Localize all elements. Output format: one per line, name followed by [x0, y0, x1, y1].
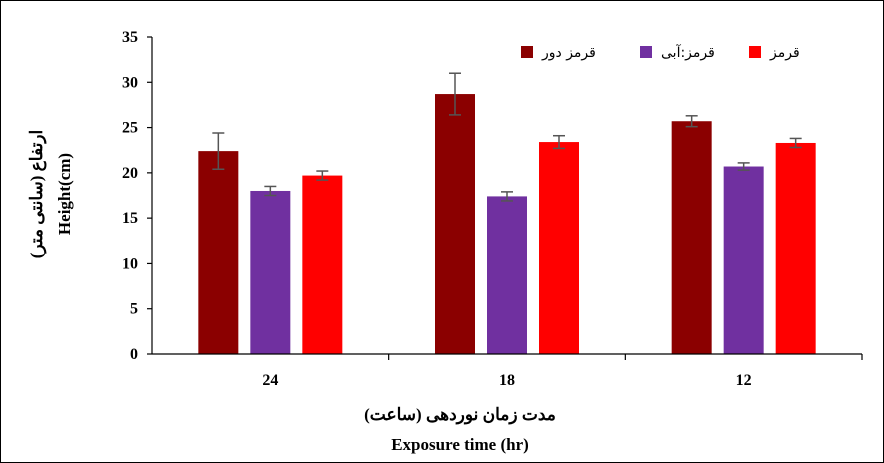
- legend-swatch: [640, 46, 652, 58]
- legend-label: قرمز:آبی: [661, 44, 715, 61]
- x-axis-ticks: 24 18 12: [262, 354, 863, 389]
- legend-swatch: [521, 46, 533, 58]
- y-tick-label: 0: [130, 346, 138, 363]
- x-tick-label: 24: [262, 372, 278, 389]
- bar: [671, 121, 712, 354]
- bar: [723, 166, 764, 354]
- y-tick-label: 10: [122, 255, 138, 272]
- x-axis-title-en: Exposure time (hr): [391, 435, 529, 454]
- axes: [151, 37, 862, 355]
- bar: [302, 175, 343, 354]
- y-tick-label: 35: [122, 29, 138, 46]
- bar: [435, 94, 475, 354]
- bar: [198, 151, 239, 354]
- y-tick-label: 15: [122, 210, 138, 227]
- y-tick-label: 20: [122, 165, 138, 182]
- legend-swatch: [749, 46, 761, 58]
- x-axis-title-fa: مدت زمان نوردهی (ساعت): [364, 405, 556, 425]
- x-tick-label: 12: [736, 372, 752, 389]
- legend: قرمز دور قرمز:آبی قرمز: [521, 44, 800, 61]
- y-tick-label: 30: [122, 74, 138, 91]
- y-tick-label: 5: [130, 301, 138, 318]
- x-tick-label: 18: [499, 372, 515, 389]
- y-axis-ticks: 0 5 10 15 20 25 30 35: [122, 29, 152, 363]
- y-axis-title-fa: ارتفاع (سانتی متر): [27, 130, 47, 258]
- bar: [539, 142, 579, 354]
- bar: [775, 142, 816, 354]
- bar: [250, 190, 291, 354]
- bar: [487, 196, 527, 354]
- legend-label: قرمز: [769, 45, 800, 61]
- legend-label: قرمز دور: [541, 45, 596, 61]
- bars: [198, 72, 816, 354]
- y-tick-label: 25: [122, 120, 138, 137]
- y-axis-title-en: Height(cm): [55, 153, 74, 235]
